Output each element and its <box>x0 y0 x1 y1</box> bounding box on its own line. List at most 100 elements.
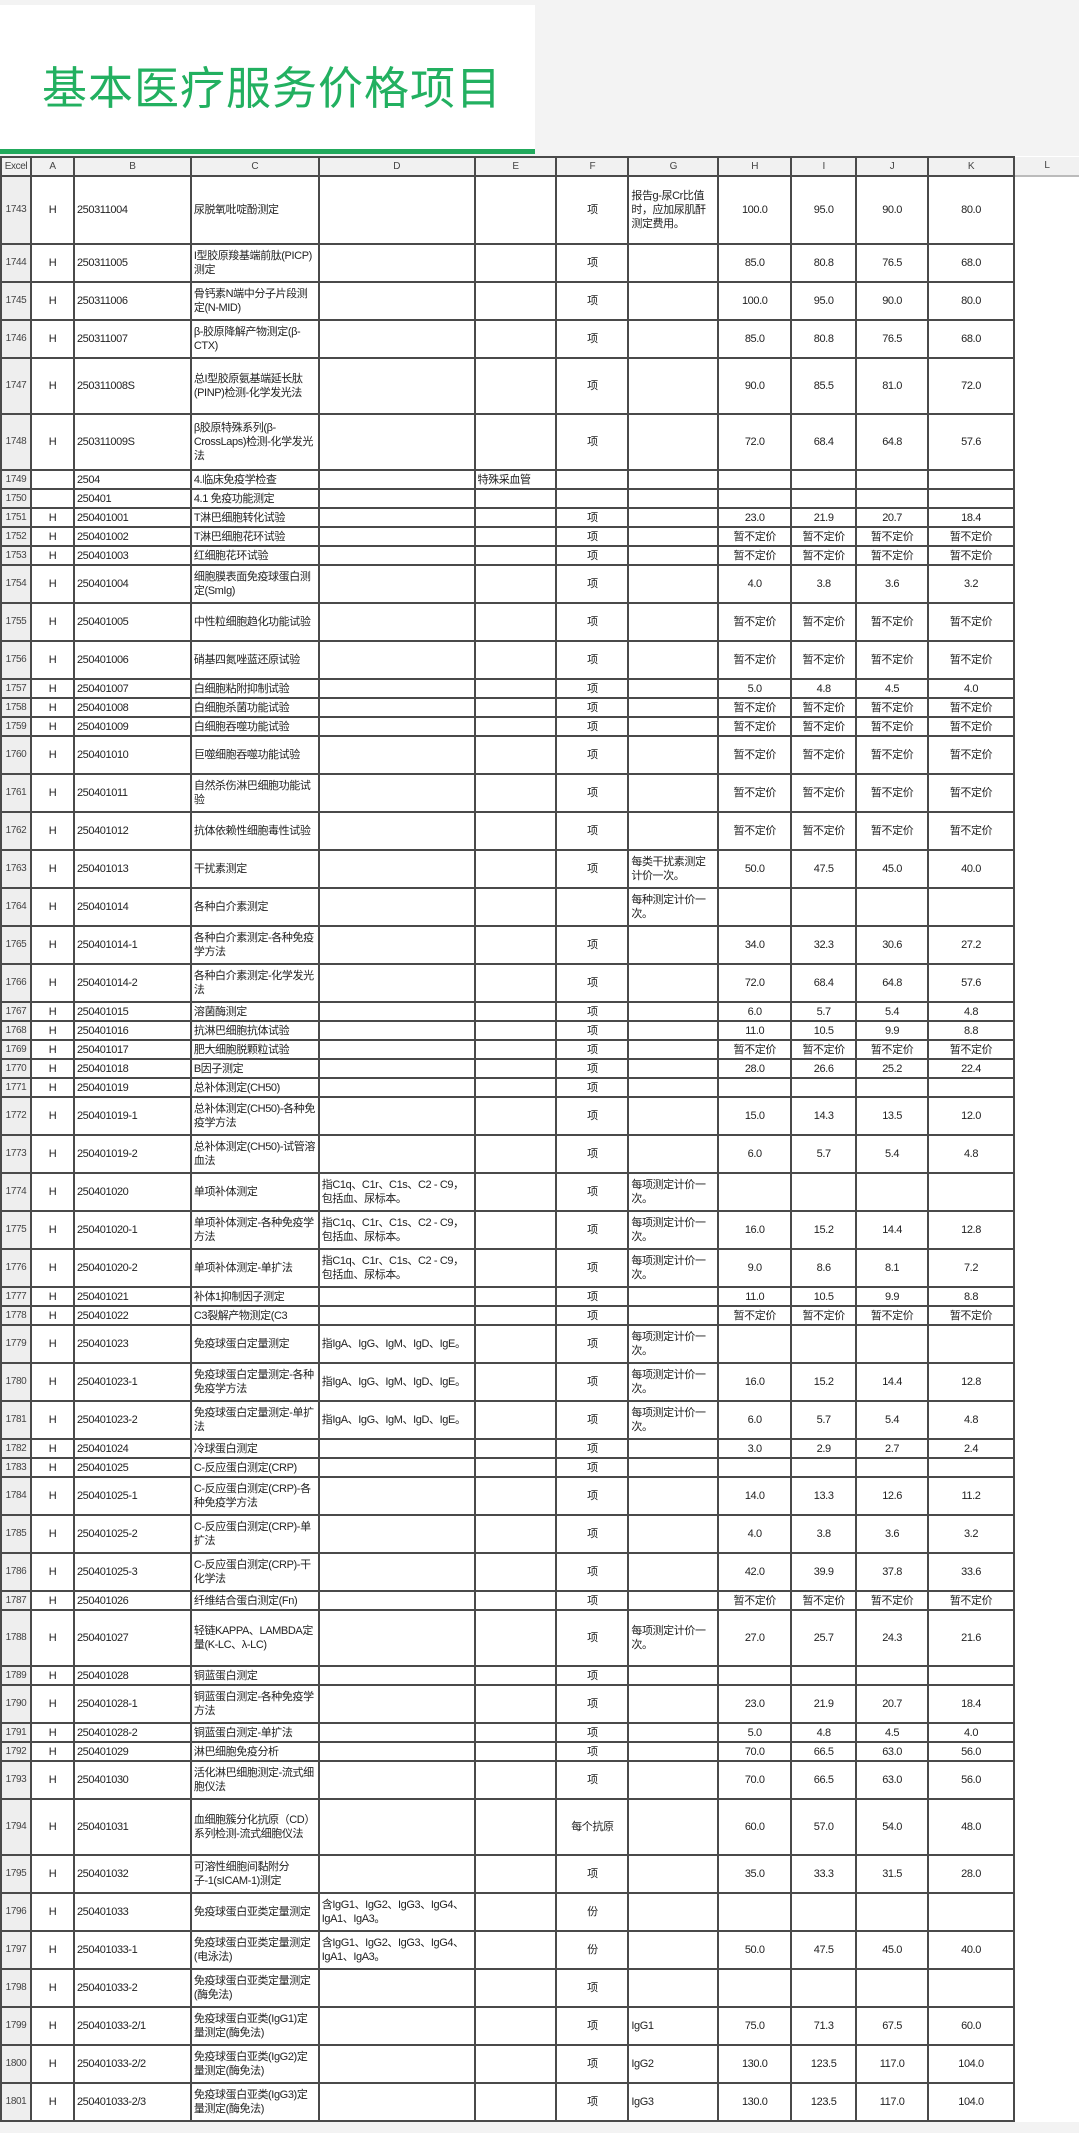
exclusions-cell[interactable] <box>473 716 558 737</box>
row-number[interactable]: 1791 <box>0 1722 32 1743</box>
price-i-cell[interactable] <box>790 1457 858 1478</box>
notes-cell[interactable]: 报告g-尿Cr比值时，应加尿肌酐测定费用。 <box>627 175 720 245</box>
price-i-cell[interactable] <box>790 1665 858 1686</box>
price-i-cell[interactable]: 暂不定价 <box>790 1039 858 1060</box>
exclusions-cell[interactable] <box>473 1665 558 1686</box>
price-k-cell[interactable]: 暂不定价 <box>927 811 1015 851</box>
item-name-cell[interactable]: 免疫球蛋白定量测定-各种免疫学方法 <box>189 1362 320 1402</box>
price-k-cell[interactable] <box>927 1077 1015 1098</box>
row-number[interactable]: 1757 <box>0 678 32 699</box>
notes-cell[interactable] <box>627 1286 720 1307</box>
item-code-cell[interactable]: 250311004 <box>72 175 192 245</box>
price-h-cell[interactable]: 暂不定价 <box>717 526 793 547</box>
row-number[interactable]: 1786 <box>0 1552 32 1592</box>
col-a-cell[interactable]: H <box>29 1684 75 1724</box>
content-cell[interactable] <box>317 1096 476 1136</box>
exclusions-cell[interactable] <box>473 1968 558 2008</box>
col-a-cell[interactable]: H <box>29 1362 75 1402</box>
price-k-cell[interactable]: 27.2 <box>927 925 1015 965</box>
content-cell[interactable] <box>317 1286 476 1307</box>
row-number[interactable]: 1750 <box>0 488 32 509</box>
price-j-cell[interactable]: 9.9 <box>855 1020 930 1041</box>
price-k-cell[interactable]: 12.8 <box>927 1362 1015 1402</box>
exclusions-cell[interactable] <box>473 849 558 889</box>
col-a-cell[interactable]: H <box>29 1476 75 1516</box>
price-k-cell[interactable]: 4.8 <box>927 1134 1015 1174</box>
price-j-cell[interactable] <box>855 1968 930 2008</box>
price-j-cell[interactable]: 12.6 <box>855 1476 930 1516</box>
exclusions-cell[interactable] <box>473 887 558 927</box>
content-cell[interactable] <box>317 1552 476 1592</box>
price-k-cell[interactable] <box>927 1457 1015 1478</box>
price-k-cell[interactable] <box>927 1324 1015 1364</box>
item-code-cell[interactable]: 250401026 <box>72 1590 192 1611</box>
price-i-cell[interactable]: 15.2 <box>790 1210 858 1250</box>
exclusions-cell[interactable] <box>473 1305 558 1326</box>
price-h-cell[interactable]: 6.0 <box>717 1400 793 1440</box>
notes-cell[interactable] <box>627 640 720 680</box>
price-j-cell[interactable]: 暂不定价 <box>855 526 930 547</box>
item-name-cell[interactable]: 总补体测定(CH50) <box>189 1077 320 1098</box>
unit-cell[interactable]: 项 <box>555 925 630 965</box>
content-cell[interactable] <box>317 281 476 321</box>
content-cell[interactable] <box>317 716 476 737</box>
col-a-cell[interactable]: H <box>29 1665 75 1686</box>
price-h-cell[interactable]: 70.0 <box>717 1760 793 1800</box>
col-l-cell[interactable] <box>1013 736 1079 774</box>
unit-cell[interactable]: 项 <box>555 1324 630 1364</box>
row-number[interactable]: 1774 <box>0 1172 32 1212</box>
col-a-cell[interactable]: H <box>29 243 75 283</box>
item-name-cell[interactable]: 冷球蛋白测定 <box>189 1438 320 1459</box>
unit-cell[interactable]: 项 <box>555 357 630 415</box>
notes-cell[interactable] <box>627 1722 720 1743</box>
notes-cell[interactable] <box>627 545 720 566</box>
price-k-cell[interactable]: 暂不定价 <box>927 773 1015 813</box>
item-name-cell[interactable]: 总补体测定(CH50)-各种免疫学方法 <box>189 1096 320 1136</box>
price-i-cell[interactable]: 57.0 <box>790 1798 858 1856</box>
exclusions-cell[interactable] <box>473 357 558 415</box>
item-name-cell[interactable]: 纤维结合蛋白测定(Fn) <box>189 1590 320 1611</box>
col-l-cell[interactable] <box>1013 358 1079 414</box>
price-k-cell[interactable]: 21.6 <box>927 1609 1015 1667</box>
price-j-cell[interactable]: 5.4 <box>855 1400 930 1440</box>
price-j-cell[interactable]: 暂不定价 <box>855 773 930 813</box>
price-i-cell[interactable]: 暂不定价 <box>790 1305 858 1326</box>
item-code-cell[interactable]: 250401010 <box>72 735 192 775</box>
item-code-cell[interactable]: 250401031 <box>72 1798 192 1856</box>
item-code-cell[interactable]: 250401006 <box>72 640 192 680</box>
col-l-cell[interactable] <box>1013 1021 1079 1040</box>
col-l-cell[interactable] <box>1013 414 1079 470</box>
price-i-cell[interactable]: 13.3 <box>790 1476 858 1516</box>
col-l-cell[interactable] <box>1013 1135 1079 1173</box>
notes-cell[interactable]: 每类干扰素测定计价一次。 <box>627 849 720 889</box>
row-number[interactable]: 1766 <box>0 963 32 1003</box>
exclusions-cell[interactable] <box>473 1798 558 1856</box>
price-h-cell[interactable]: 11.0 <box>717 1020 793 1041</box>
col-a-cell[interactable]: H <box>29 1438 75 1459</box>
unit-cell[interactable]: 项 <box>555 1609 630 1667</box>
item-code-cell[interactable]: 250401020-2 <box>72 1248 192 1288</box>
col-a-cell[interactable]: H <box>29 1134 75 1174</box>
price-i-cell[interactable]: 暂不定价 <box>790 545 858 566</box>
notes-cell[interactable]: 每项测定计价一次。 <box>627 1324 720 1364</box>
row-number[interactable]: 1777 <box>0 1286 32 1307</box>
col-l-cell[interactable] <box>1013 176 1079 244</box>
notes-cell[interactable] <box>627 1096 720 1136</box>
col-l-cell[interactable] <box>1013 1610 1079 1666</box>
exclusions-cell[interactable] <box>473 735 558 775</box>
price-k-cell[interactable]: 暂不定价 <box>927 602 1015 642</box>
item-code-cell[interactable]: 250401017 <box>72 1039 192 1060</box>
unit-cell[interactable]: 项 <box>555 1362 630 1402</box>
price-h-cell[interactable]: 暂不定价 <box>717 1305 793 1326</box>
content-cell[interactable] <box>317 2006 476 2046</box>
item-name-cell[interactable]: 免疫球蛋白定量测定-单扩法 <box>189 1400 320 1440</box>
column-header-b[interactable]: B <box>72 156 192 177</box>
price-j-cell[interactable]: 8.1 <box>855 1248 930 1288</box>
col-l-cell[interactable] <box>1013 1040 1079 1059</box>
price-k-cell[interactable]: 33.6 <box>927 1552 1015 1592</box>
price-k-cell[interactable]: 40.0 <box>927 849 1015 889</box>
item-name-cell[interactable]: C-反应蛋白测定(CRP)-各种免疫学方法 <box>189 1476 320 1516</box>
price-j-cell[interactable]: 3.6 <box>855 1514 930 1554</box>
exclusions-cell[interactable] <box>473 526 558 547</box>
col-l-cell[interactable] <box>1013 812 1079 850</box>
